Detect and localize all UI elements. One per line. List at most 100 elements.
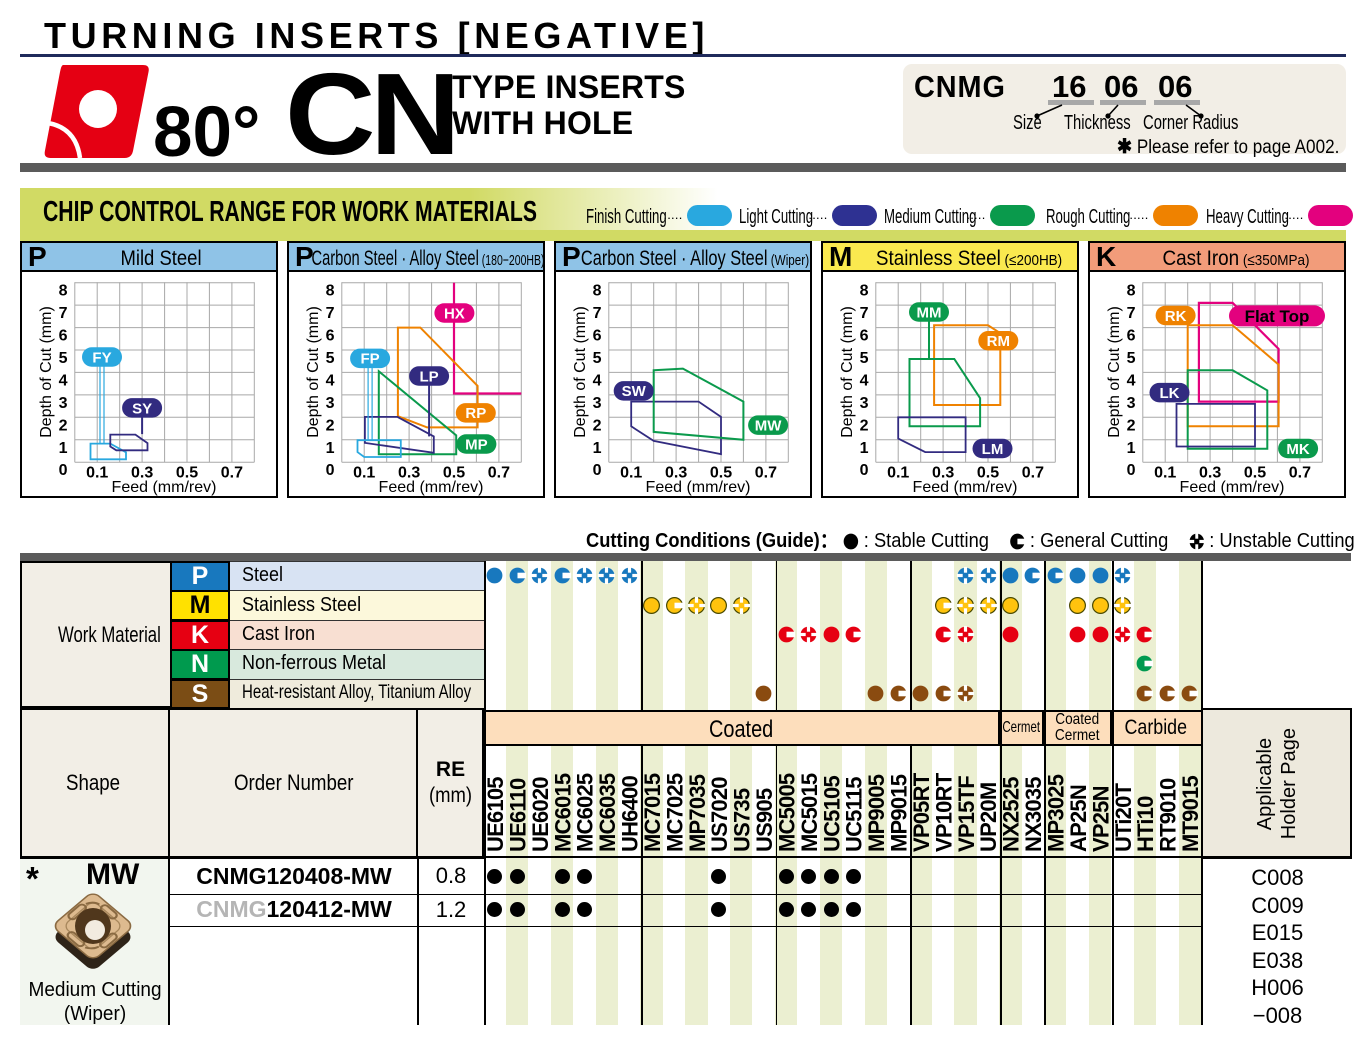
- svg-text:MK: MK: [1286, 441, 1309, 458]
- svg-text:0.7: 0.7: [1289, 465, 1311, 482]
- svg-text:0: 0: [1127, 462, 1136, 479]
- svg-text:0.7: 0.7: [488, 465, 510, 482]
- svg-text:Depth of Cut (mm): Depth of Cut (mm): [839, 306, 856, 438]
- svg-text:LK: LK: [1160, 385, 1180, 402]
- svg-text:0.5: 0.5: [710, 465, 732, 482]
- svg-text:7: 7: [593, 305, 602, 322]
- svg-text:7: 7: [326, 305, 335, 322]
- svg-text:0.5: 0.5: [1244, 465, 1266, 482]
- svg-text:3: 3: [59, 395, 68, 412]
- svg-text:0.1: 0.1: [887, 465, 909, 482]
- svg-text:3: 3: [860, 395, 869, 412]
- svg-text:3: 3: [1127, 395, 1136, 412]
- svg-text:UP20M: UP20M: [976, 783, 1001, 852]
- svg-text:0.5: 0.5: [443, 465, 465, 482]
- svg-text:Depth of Cut (mm): Depth of Cut (mm): [1106, 306, 1123, 438]
- svg-text:4: 4: [326, 372, 335, 389]
- svg-text:Carbon Steel · Alloy Steel (Wi: Carbon Steel · Alloy Steel (Wiper): [581, 246, 809, 269]
- svg-text:0: 0: [326, 462, 335, 479]
- svg-text:P: P: [295, 241, 314, 272]
- svg-text:Feed (mm/rev): Feed (mm/rev): [379, 479, 484, 496]
- svg-text:2: 2: [59, 417, 68, 434]
- svg-text:0.3: 0.3: [665, 465, 687, 482]
- svg-text:3: 3: [326, 395, 335, 412]
- svg-text:Feed (mm/rev): Feed (mm/rev): [112, 479, 217, 496]
- svg-text:MT9015: MT9015: [1178, 776, 1203, 852]
- svg-text:SW: SW: [622, 383, 647, 400]
- svg-text:1: 1: [1127, 440, 1136, 457]
- svg-text:AP25N: AP25N: [1065, 785, 1090, 852]
- svg-text:5: 5: [59, 350, 68, 367]
- svg-text:0.1: 0.1: [620, 465, 642, 482]
- svg-text:FP: FP: [361, 351, 380, 368]
- svg-text:7: 7: [59, 305, 68, 322]
- svg-text:MC6035: MC6035: [595, 773, 620, 852]
- svg-text:4: 4: [593, 372, 602, 389]
- svg-text:Feed (mm/rev): Feed (mm/rev): [646, 479, 751, 496]
- svg-text:NX2525: NX2525: [998, 777, 1023, 852]
- svg-text:5: 5: [326, 350, 335, 367]
- svg-text:MW: MW: [755, 418, 782, 435]
- svg-text:0.3: 0.3: [398, 465, 420, 482]
- svg-text:0.7: 0.7: [1022, 465, 1044, 482]
- svg-text:UC5105: UC5105: [819, 776, 844, 852]
- svg-text:RP: RP: [465, 405, 486, 422]
- svg-text:0.3: 0.3: [131, 465, 153, 482]
- svg-text:MP9015: MP9015: [886, 774, 911, 852]
- svg-text:Feed (mm/rev): Feed (mm/rev): [1180, 479, 1285, 496]
- svg-text:Mild Steel: Mild Steel: [120, 247, 201, 270]
- svg-text:0.3: 0.3: [932, 465, 954, 482]
- svg-text:0.1: 0.1: [86, 465, 108, 482]
- svg-text:6: 6: [860, 328, 869, 345]
- svg-text:MM: MM: [917, 305, 942, 322]
- svg-text:Cast Iron (≤350MPa): Cast Iron (≤350MPa): [1162, 247, 1309, 270]
- svg-text:MC7015: MC7015: [640, 773, 665, 852]
- svg-text:Depth of Cut (mm): Depth of Cut (mm): [572, 306, 589, 438]
- svg-text:5: 5: [1127, 350, 1136, 367]
- svg-text:UE6020: UE6020: [527, 777, 552, 852]
- svg-text:RM: RM: [987, 333, 1010, 350]
- svg-text:6: 6: [59, 328, 68, 345]
- svg-text:2: 2: [593, 417, 602, 434]
- svg-text:VP25N: VP25N: [1088, 786, 1113, 852]
- svg-text:MP9005: MP9005: [864, 774, 889, 852]
- svg-text:0.5: 0.5: [977, 465, 999, 482]
- svg-text:US735: US735: [729, 788, 754, 852]
- svg-text:LM: LM: [982, 441, 1004, 458]
- svg-text:RK: RK: [1165, 308, 1187, 325]
- svg-text:US7020: US7020: [707, 777, 732, 852]
- svg-text:UE6105: UE6105: [484, 777, 508, 852]
- svg-text:K: K: [1096, 241, 1116, 272]
- svg-text:0: 0: [860, 462, 869, 479]
- svg-text:0: 0: [59, 462, 68, 479]
- svg-text:7: 7: [860, 305, 869, 322]
- svg-text:UC5115: UC5115: [841, 777, 866, 852]
- svg-text:5: 5: [860, 350, 869, 367]
- svg-text:Depth of Cut (mm): Depth of Cut (mm): [305, 306, 322, 438]
- svg-text:Flat Top: Flat Top: [1245, 307, 1310, 326]
- svg-text:VP15TF: VP15TF: [953, 776, 978, 852]
- svg-text:8: 8: [593, 283, 602, 300]
- svg-text:8: 8: [1127, 283, 1136, 300]
- svg-text:P: P: [562, 241, 581, 272]
- svg-text:UTi20T: UTi20T: [1110, 782, 1135, 852]
- svg-text:5: 5: [593, 350, 602, 367]
- svg-text:UH6400: UH6400: [617, 776, 642, 852]
- svg-text:0.5: 0.5: [176, 465, 198, 482]
- svg-text:MP: MP: [465, 436, 488, 453]
- svg-text:8: 8: [326, 283, 335, 300]
- svg-text:2: 2: [860, 417, 869, 434]
- svg-text:7: 7: [1127, 305, 1136, 322]
- svg-text:6: 6: [593, 328, 602, 345]
- svg-text:8: 8: [860, 283, 869, 300]
- svg-text:1: 1: [860, 440, 869, 457]
- svg-text:RT9010: RT9010: [1155, 778, 1180, 852]
- svg-text:1: 1: [326, 440, 335, 457]
- svg-text:2: 2: [326, 417, 335, 434]
- svg-text:HTi10: HTi10: [1133, 796, 1158, 852]
- svg-text:0.3: 0.3: [1199, 465, 1221, 482]
- svg-text:Depth of Cut (mm): Depth of Cut (mm): [38, 306, 55, 438]
- svg-text:1: 1: [59, 440, 68, 457]
- svg-text:8: 8: [59, 283, 68, 300]
- svg-text:2: 2: [1127, 417, 1136, 434]
